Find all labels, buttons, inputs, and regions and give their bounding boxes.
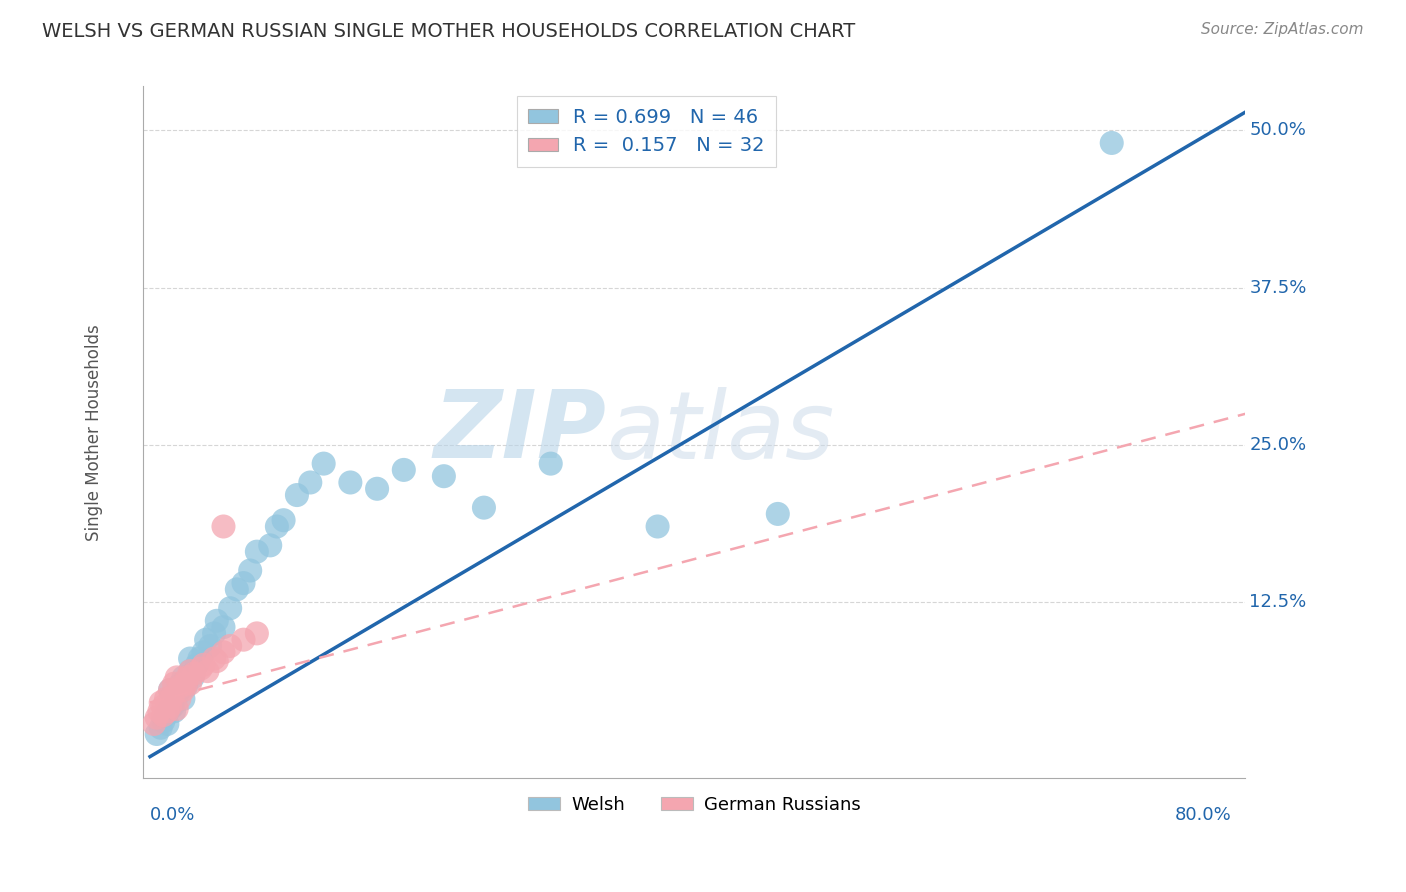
Point xyxy=(225,582,247,597)
Text: atlas: atlas xyxy=(606,387,834,478)
Point xyxy=(159,699,181,714)
Point xyxy=(176,670,198,684)
Point xyxy=(299,475,322,490)
Point xyxy=(143,717,166,731)
Point xyxy=(766,507,789,521)
Point xyxy=(285,488,308,502)
Point xyxy=(169,691,191,706)
Point xyxy=(163,676,186,690)
Point xyxy=(172,670,194,684)
Point xyxy=(156,704,179,718)
Text: Source: ZipAtlas.com: Source: ZipAtlas.com xyxy=(1201,22,1364,37)
Point xyxy=(202,626,225,640)
Point xyxy=(162,699,184,714)
Point xyxy=(163,704,186,718)
Point xyxy=(179,664,201,678)
Point xyxy=(174,679,197,693)
Point xyxy=(159,702,181,716)
Point xyxy=(169,683,191,698)
Point xyxy=(202,651,225,665)
Point xyxy=(152,699,174,714)
Legend: R = 0.699   N = 46, R =  0.157   N = 32: R = 0.699 N = 46, R = 0.157 N = 32 xyxy=(517,96,776,167)
Point xyxy=(205,654,228,668)
Point xyxy=(195,632,218,647)
Point xyxy=(179,676,201,690)
Text: WELSH VS GERMAN RUSSIAN SINGLE MOTHER HOUSEHOLDS CORRELATION CHART: WELSH VS GERMAN RUSSIAN SINGLE MOTHER HO… xyxy=(42,22,855,41)
Point xyxy=(212,645,235,659)
Point xyxy=(339,475,361,490)
Point xyxy=(232,632,254,647)
Point xyxy=(145,727,167,741)
Point xyxy=(170,676,193,690)
Point xyxy=(181,670,204,684)
Point xyxy=(155,708,177,723)
Text: 50.0%: 50.0% xyxy=(1250,121,1306,139)
Point xyxy=(155,691,177,706)
Point xyxy=(198,639,221,653)
Point xyxy=(172,683,194,698)
Point xyxy=(193,645,215,659)
Point xyxy=(162,690,184,704)
Text: 12.5%: 12.5% xyxy=(1250,593,1306,611)
Point xyxy=(159,683,181,698)
Point xyxy=(366,482,388,496)
Point xyxy=(239,564,262,578)
Point xyxy=(179,664,201,678)
Text: 0.0%: 0.0% xyxy=(150,805,195,823)
Point xyxy=(166,690,188,704)
Point xyxy=(179,651,201,665)
Text: ZIP: ZIP xyxy=(433,386,606,478)
Point xyxy=(472,500,495,515)
Point xyxy=(232,576,254,591)
Point xyxy=(148,704,170,718)
Point xyxy=(166,670,188,684)
Point xyxy=(172,691,194,706)
Text: 25.0%: 25.0% xyxy=(1250,436,1306,454)
Point xyxy=(219,639,242,653)
Point xyxy=(149,721,172,735)
Point xyxy=(219,601,242,615)
Point xyxy=(647,519,669,533)
Point xyxy=(166,702,188,716)
Point xyxy=(273,513,295,527)
Point xyxy=(212,519,235,533)
Point xyxy=(205,614,228,628)
Point xyxy=(190,662,212,676)
Point xyxy=(183,666,205,681)
Point xyxy=(392,463,415,477)
Point xyxy=(193,657,215,672)
Point xyxy=(152,708,174,723)
Point xyxy=(433,469,456,483)
Text: Single Mother Households: Single Mother Households xyxy=(84,324,103,541)
Point xyxy=(246,626,269,640)
Point xyxy=(145,711,167,725)
Text: 80.0%: 80.0% xyxy=(1175,805,1232,823)
Point xyxy=(156,717,179,731)
Point xyxy=(246,544,269,558)
Point xyxy=(1101,136,1123,150)
Point xyxy=(540,457,562,471)
Point xyxy=(266,519,288,533)
Point xyxy=(259,538,281,552)
Point xyxy=(170,679,193,693)
Point xyxy=(159,683,181,698)
Point xyxy=(188,651,211,665)
Point xyxy=(152,714,174,729)
Point xyxy=(312,457,335,471)
Point xyxy=(174,676,197,690)
Point xyxy=(149,696,172,710)
Point xyxy=(186,657,208,672)
Point xyxy=(212,620,235,634)
Point xyxy=(197,664,219,678)
Text: 37.5%: 37.5% xyxy=(1250,278,1306,296)
